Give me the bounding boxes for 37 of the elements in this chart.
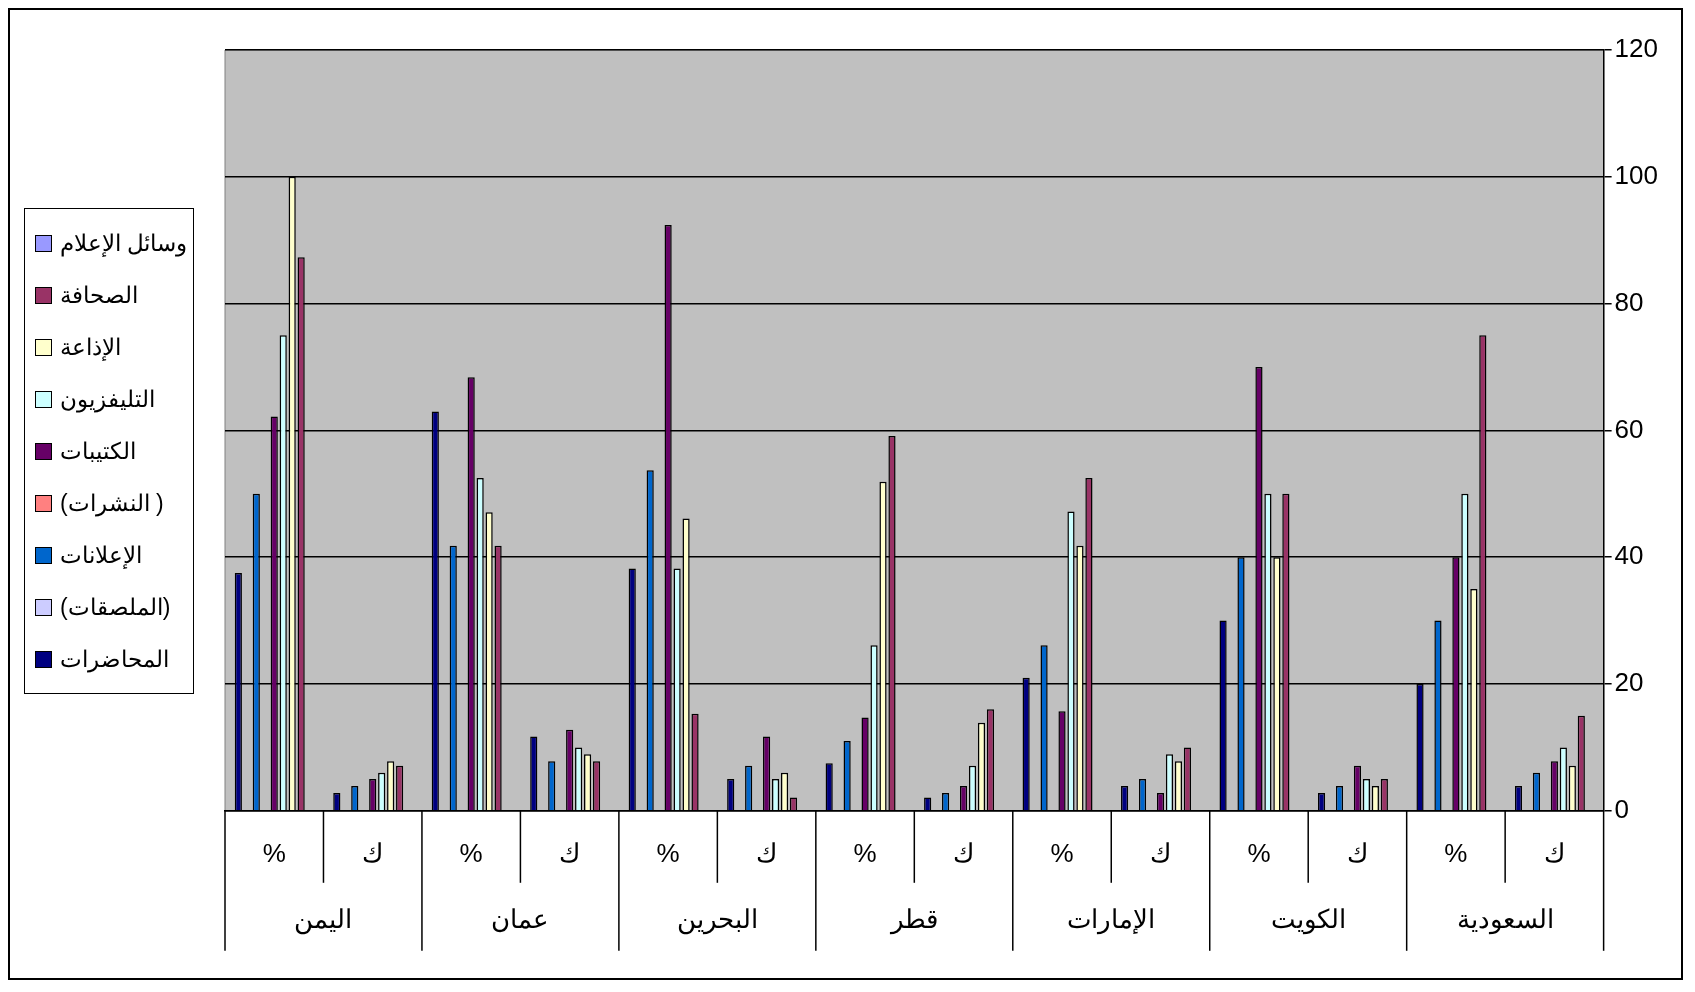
y-tick-label: 60 xyxy=(1614,413,1644,444)
y-tick-label: 120 xyxy=(1614,33,1659,64)
y-tick-label: 20 xyxy=(1614,667,1644,698)
text: عمان xyxy=(491,903,550,934)
x-tick-label: % xyxy=(262,837,286,868)
legend-label: وسائل الإعلام xyxy=(60,229,188,257)
legend-label: المحاضرات xyxy=(60,645,169,673)
x-tick-label: % xyxy=(1247,837,1271,868)
x-tick-label: ك xyxy=(1346,837,1368,868)
y-tick-label: 80 xyxy=(1614,286,1644,317)
text: الكويت xyxy=(1270,903,1346,935)
text: قطر xyxy=(888,903,938,935)
x-tick-label: ك xyxy=(953,837,975,868)
x-tick-label: ك xyxy=(756,837,778,868)
x-tick-label: % xyxy=(656,837,680,868)
y-tick-label: 0 xyxy=(1614,793,1630,824)
x-tick-label: % xyxy=(853,837,877,868)
legend-label: الإذاعة xyxy=(60,333,121,361)
legend-label: ( النشرات) xyxy=(60,489,164,517)
x-tick-label: ك xyxy=(362,837,384,868)
text: الإمارات xyxy=(1067,903,1156,935)
text: اليمن xyxy=(294,903,353,935)
y-tick-label: 100 xyxy=(1614,159,1659,190)
legend-label: الإعلانات xyxy=(60,541,142,569)
legend-label: التليفزيون xyxy=(60,385,155,413)
x-tick-label: % xyxy=(1050,837,1074,868)
text: البحرين xyxy=(676,903,758,935)
x-tick-label: % xyxy=(459,837,483,868)
x-tick-label: ك xyxy=(559,837,581,868)
legend-label: (الملصقات) xyxy=(60,593,171,621)
text: السعودية xyxy=(1456,903,1554,935)
x-tick-label: ك xyxy=(1543,837,1565,868)
legend-label: الصحافة xyxy=(60,281,138,309)
x-tick-label: ك xyxy=(1149,837,1171,868)
y-tick-label: 40 xyxy=(1614,540,1644,571)
legend-label: الكتيبات xyxy=(60,437,136,465)
x-tick-label: % xyxy=(1444,837,1468,868)
